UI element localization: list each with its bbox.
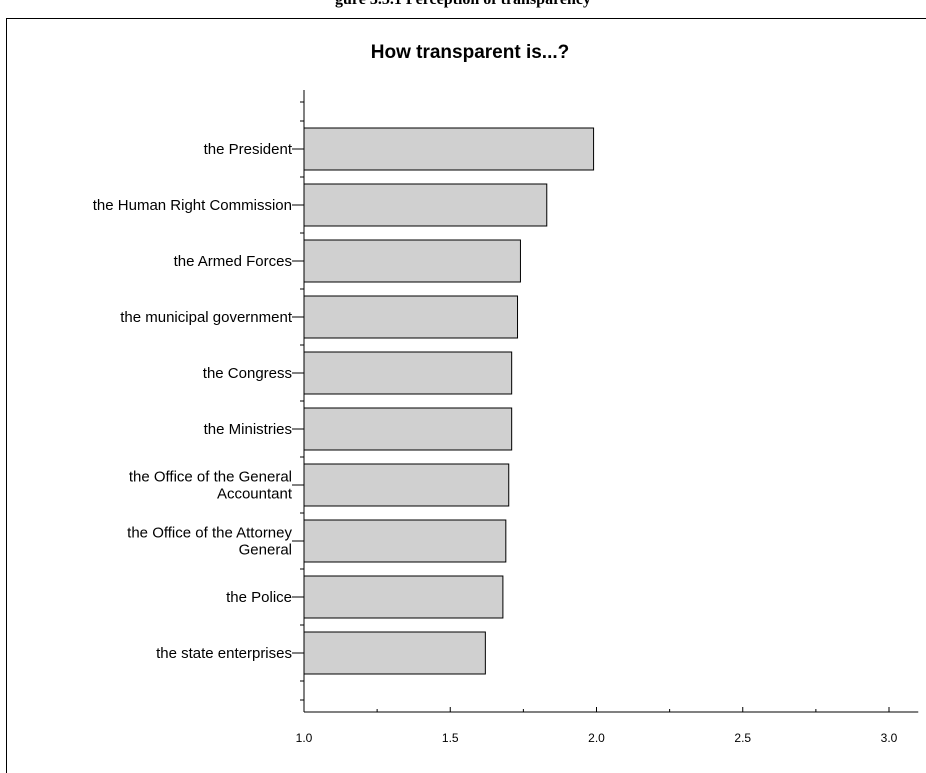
x-tick-label: 2.0 bbox=[588, 731, 605, 745]
x-tick-label: 1.0 bbox=[296, 731, 313, 745]
x-tick-label: 3.0 bbox=[881, 731, 898, 745]
category-label: the Police bbox=[226, 589, 292, 606]
bar bbox=[303, 351, 513, 395]
figure-caption: gure 3.5.1 Perception of transparency bbox=[0, 0, 926, 9]
category-label: the Congress bbox=[203, 365, 292, 382]
chart-title: How transparent is...? bbox=[370, 42, 570, 63]
x-tick-label: 2.5 bbox=[734, 731, 751, 745]
chart-frame bbox=[6, 18, 926, 773]
category-label: the Human Right Commission bbox=[93, 197, 292, 214]
category-label: the Ministries bbox=[204, 421, 292, 438]
category-label: the state enterprises bbox=[156, 645, 292, 662]
bar bbox=[303, 407, 513, 451]
category-label: the municipal government bbox=[120, 309, 293, 326]
bar bbox=[303, 519, 507, 563]
bar bbox=[303, 127, 595, 171]
category-label: the Armed Forces bbox=[174, 253, 292, 270]
category-label: the Office of the General Accountant bbox=[129, 469, 293, 503]
bar bbox=[303, 295, 519, 339]
category-label: the President bbox=[204, 141, 293, 158]
bar bbox=[303, 575, 504, 619]
bar bbox=[303, 183, 548, 227]
category-label: the Office of the Attorney General bbox=[127, 525, 292, 559]
bar bbox=[303, 631, 486, 675]
bar bbox=[303, 239, 521, 283]
x-tick-label: 1.5 bbox=[442, 731, 459, 745]
bar bbox=[303, 463, 510, 507]
